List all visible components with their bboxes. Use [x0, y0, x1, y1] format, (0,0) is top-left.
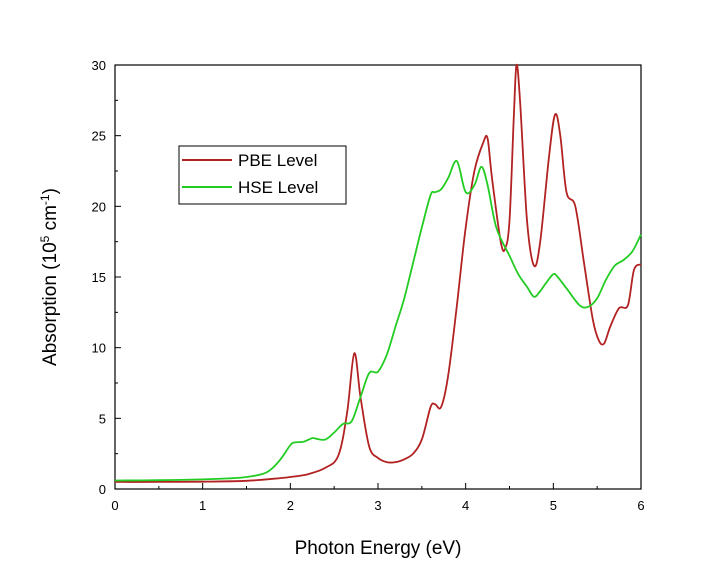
x-tick-label: 4	[462, 498, 469, 513]
series-line-pbe	[114, 63, 642, 483]
y-tick-label: 20	[92, 199, 106, 214]
x-tick-label: 1	[199, 498, 206, 513]
plot-frame	[114, 64, 642, 490]
x-axis-ticks: 0 1 2 3 4 5 6	[111, 483, 645, 513]
x-tick-label: 0	[111, 498, 118, 513]
legend: PBE Level HSE Level	[178, 145, 347, 205]
y-tick-label: 0	[99, 482, 106, 497]
series-line-hse	[114, 160, 642, 482]
x-tick-label: 5	[550, 498, 557, 513]
legend-label-hse: HSE Level	[238, 178, 318, 197]
x-axis-label: Photon Energy (eV)	[295, 538, 462, 559]
y-tick-label: 10	[92, 341, 106, 356]
y-tick-label: 25	[92, 129, 106, 144]
legend-box	[178, 145, 347, 205]
y-axis-ticks: 0 5 10 15 20 25 30	[92, 58, 121, 497]
y-tick-label: 5	[99, 411, 106, 426]
x-tick-label: 3	[374, 498, 381, 513]
y-tick-label: 15	[92, 270, 106, 285]
x-tick-label: 2	[287, 498, 294, 513]
y-axis-label: Absorption (105 cm-1)	[38, 188, 61, 366]
y-tick-label: 30	[92, 58, 106, 73]
series-layer	[114, 63, 642, 483]
legend-label-pbe: PBE Level	[238, 151, 317, 170]
x-tick-label: 6	[637, 498, 644, 513]
